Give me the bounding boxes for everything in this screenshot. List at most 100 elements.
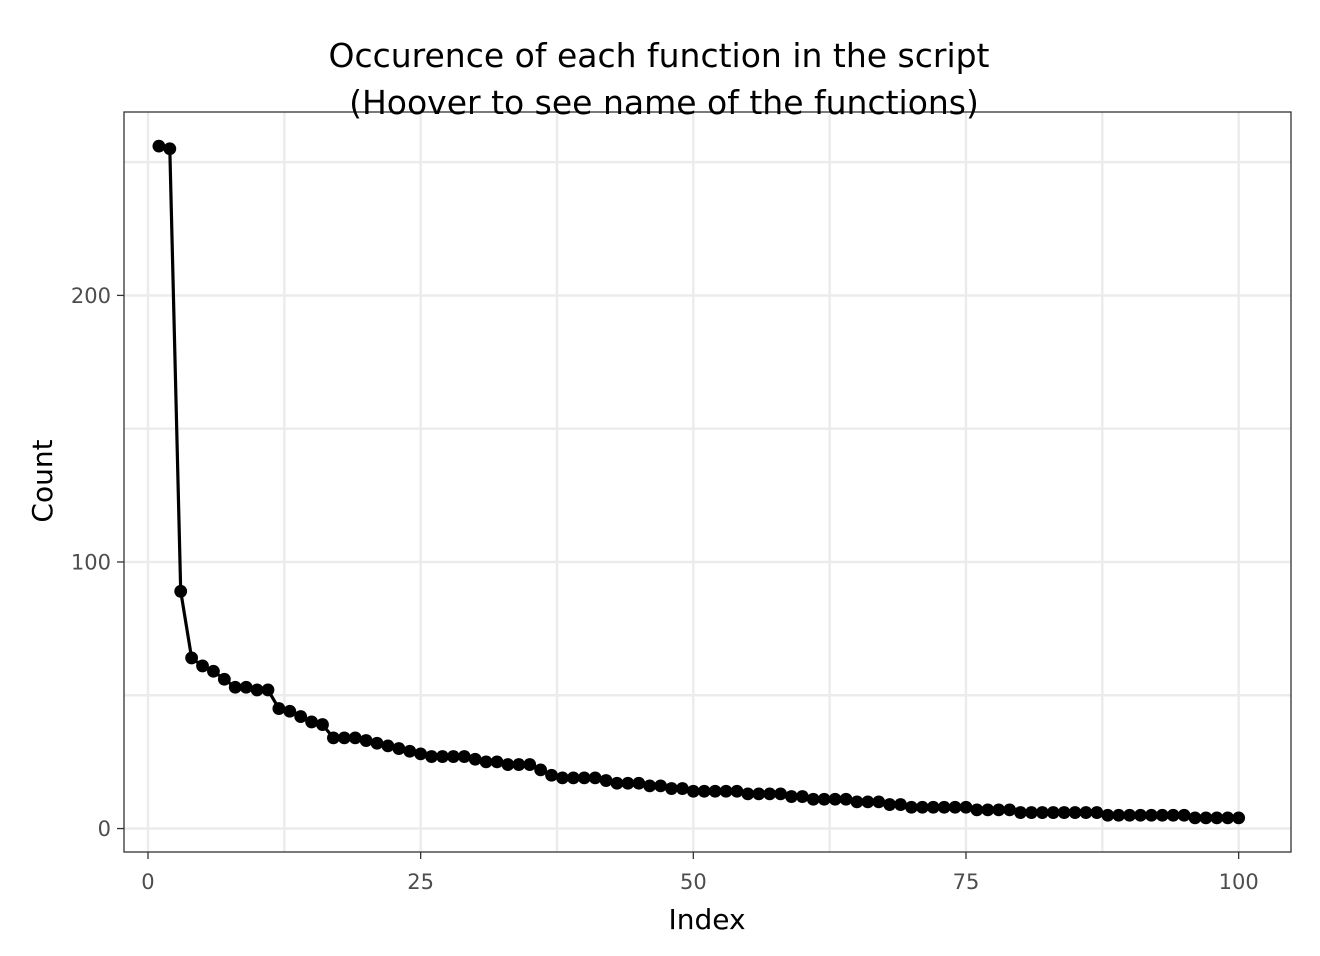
data-point[interactable] [479, 755, 493, 769]
data-point[interactable] [697, 784, 711, 798]
data-point[interactable] [228, 680, 242, 694]
data-point[interactable] [348, 731, 362, 745]
data-point[interactable] [457, 750, 471, 763]
data-point[interactable] [828, 792, 842, 806]
data-point[interactable] [185, 651, 199, 665]
data-point[interactable] [806, 792, 820, 806]
data-point[interactable] [588, 771, 602, 785]
data-point[interactable] [1068, 806, 1082, 819]
data-point[interactable] [1101, 808, 1115, 822]
data-point[interactable] [370, 736, 384, 750]
data-point[interactable] [599, 774, 613, 787]
data-point[interactable] [1046, 806, 1060, 819]
data-point[interactable] [534, 763, 548, 777]
data-point[interactable] [643, 779, 657, 793]
data-point[interactable] [621, 776, 635, 790]
data-point[interactable] [741, 787, 755, 801]
data-point[interactable] [468, 752, 482, 766]
data-point[interactable] [1232, 811, 1246, 825]
data-point[interactable] [1090, 806, 1104, 819]
data-point[interactable] [752, 787, 766, 801]
data-point[interactable] [501, 758, 515, 771]
data-point[interactable] [1134, 808, 1147, 822]
data-point[interactable] [316, 718, 329, 731]
data-point[interactable] [872, 795, 886, 809]
data-point[interactable] [446, 750, 460, 763]
data-point[interactable] [1123, 808, 1136, 822]
data-point[interactable] [1177, 808, 1191, 822]
data-point[interactable] [174, 584, 188, 598]
data-point[interactable] [926, 800, 940, 814]
data-point[interactable] [327, 731, 340, 745]
data-point[interactable] [730, 784, 744, 798]
data-point[interactable] [359, 734, 373, 747]
data-point[interactable] [839, 792, 853, 806]
data-point[interactable] [1188, 811, 1202, 825]
data-point[interactable] [381, 739, 395, 753]
data-point[interactable] [294, 710, 308, 723]
data-point[interactable] [577, 771, 591, 785]
data-point[interactable] [763, 787, 777, 801]
data-point[interactable] [1221, 811, 1235, 825]
data-point[interactable] [1057, 806, 1071, 819]
data-point[interactable] [1025, 806, 1038, 819]
data-point[interactable] [1035, 806, 1049, 819]
data-point[interactable] [1079, 806, 1093, 819]
data-point[interactable] [654, 779, 668, 793]
data-point[interactable] [795, 790, 809, 803]
data-point[interactable] [959, 800, 973, 814]
data-point[interactable] [436, 750, 449, 763]
data-point[interactable] [861, 795, 875, 809]
data-point[interactable] [708, 784, 722, 798]
data-point[interactable] [676, 782, 689, 795]
data-point[interactable] [894, 798, 907, 811]
data-point[interactable] [632, 776, 646, 790]
data-point[interactable] [1003, 803, 1017, 817]
data-point[interactable] [545, 768, 558, 782]
data-point[interactable] [305, 715, 318, 729]
data-point[interactable] [905, 800, 918, 814]
data-point[interactable] [992, 803, 1006, 817]
data-point[interactable] [948, 800, 962, 814]
data-point[interactable] [785, 790, 798, 803]
data-point[interactable] [283, 704, 297, 718]
data-point[interactable] [665, 782, 678, 795]
data-point[interactable] [610, 776, 624, 790]
data-point[interactable] [883, 798, 897, 811]
data-point[interactable] [217, 672, 231, 686]
data-point[interactable] [981, 803, 995, 817]
data-point[interactable] [774, 787, 787, 801]
data-point[interactable] [566, 771, 580, 785]
data-point[interactable] [196, 659, 209, 673]
data-point[interactable] [272, 702, 286, 715]
data-point[interactable] [392, 742, 406, 755]
data-point[interactable] [719, 784, 733, 798]
data-point[interactable] [1144, 808, 1158, 822]
data-point[interactable] [1155, 808, 1169, 822]
data-point[interactable] [163, 142, 177, 156]
data-point[interactable] [817, 792, 831, 806]
data-point[interactable] [1112, 808, 1126, 822]
data-point[interactable] [937, 800, 951, 814]
data-point[interactable] [207, 664, 220, 678]
data-point[interactable] [1166, 808, 1180, 822]
data-point[interactable] [915, 800, 929, 814]
data-point[interactable] [1199, 811, 1213, 825]
data-point[interactable] [239, 680, 253, 694]
data-point[interactable] [970, 803, 984, 817]
data-point[interactable] [1014, 806, 1027, 819]
data-point[interactable] [261, 683, 275, 697]
data-point[interactable] [490, 755, 504, 769]
data-point[interactable] [850, 795, 864, 809]
data-point[interactable] [250, 683, 264, 697]
data-point[interactable] [152, 139, 166, 153]
data-point[interactable] [523, 758, 537, 771]
data-point[interactable] [403, 744, 417, 758]
data-point[interactable] [337, 731, 351, 745]
data-point[interactable] [556, 771, 569, 785]
data-point[interactable] [512, 758, 526, 771]
data-point[interactable] [414, 747, 428, 761]
data-point[interactable] [425, 750, 438, 763]
data-point[interactable] [686, 784, 700, 798]
data-point[interactable] [1210, 811, 1224, 825]
